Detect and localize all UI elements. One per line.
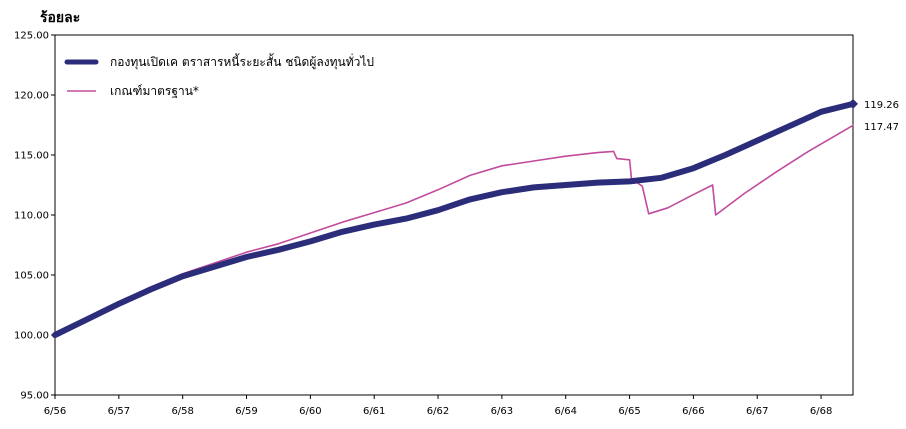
x-tick-label: 6/63 bbox=[491, 406, 513, 417]
legend-label-fund: กองทุนเปิดเค ตราสารหนี้ระยะสั้น ชนิดผู้ล… bbox=[110, 53, 374, 70]
x-tick-label: 6/67 bbox=[746, 406, 768, 417]
y-tick-label: 125.00 bbox=[14, 31, 49, 42]
x-tick-label: 6/62 bbox=[427, 406, 449, 417]
x-tick-label: 6/56 bbox=[44, 406, 66, 417]
y-tick-label: 95.00 bbox=[20, 391, 49, 402]
x-tick-label: 6/68 bbox=[810, 406, 832, 417]
legend-label-benchmark: เกณฑ์มาตรฐาน* bbox=[110, 84, 199, 98]
y-axis-title: ร้อยละ bbox=[40, 10, 80, 26]
y-tick-label: 100.00 bbox=[14, 331, 49, 342]
y-tick-label: 115.00 bbox=[14, 151, 49, 162]
x-tick-label: 6/65 bbox=[618, 406, 640, 417]
x-axis: 6/56 6/57 6/58 6/59 6/60 6/61 6/62 6/63 6/64 6/65… bbox=[44, 395, 832, 417]
series-end-marker-fund bbox=[848, 98, 858, 109]
end-label-benchmark: 117.47 bbox=[864, 122, 899, 133]
end-label-fund: 119.26 bbox=[864, 100, 899, 111]
series-line-fund bbox=[52, 100, 856, 338]
x-tick-label: 6/64 bbox=[554, 406, 576, 417]
x-tick-label: 6/66 bbox=[682, 406, 704, 417]
series-layer bbox=[52, 98, 858, 338]
x-tick-label: 6/60 bbox=[299, 406, 321, 417]
x-tick-label: 6/61 bbox=[363, 406, 385, 417]
y-tick-label: 120.00 bbox=[14, 91, 49, 102]
y-tick-label: 110.00 bbox=[14, 211, 49, 222]
series-line-benchmark bbox=[54, 124, 854, 336]
x-tick-label: 6/58 bbox=[171, 406, 193, 417]
y-tick-label: 105.00 bbox=[14, 271, 49, 282]
y-axis: 95.00 100.00 105.00 110.00 115.00 120.00 125.0… bbox=[14, 31, 55, 402]
x-tick-label: 6/57 bbox=[108, 406, 130, 417]
legend: กองทุนเปิดเค ตราสารหนี้ระยะสั้น ชนิดผู้ล… bbox=[64, 53, 374, 98]
x-tick-label: 6/59 bbox=[235, 406, 257, 417]
